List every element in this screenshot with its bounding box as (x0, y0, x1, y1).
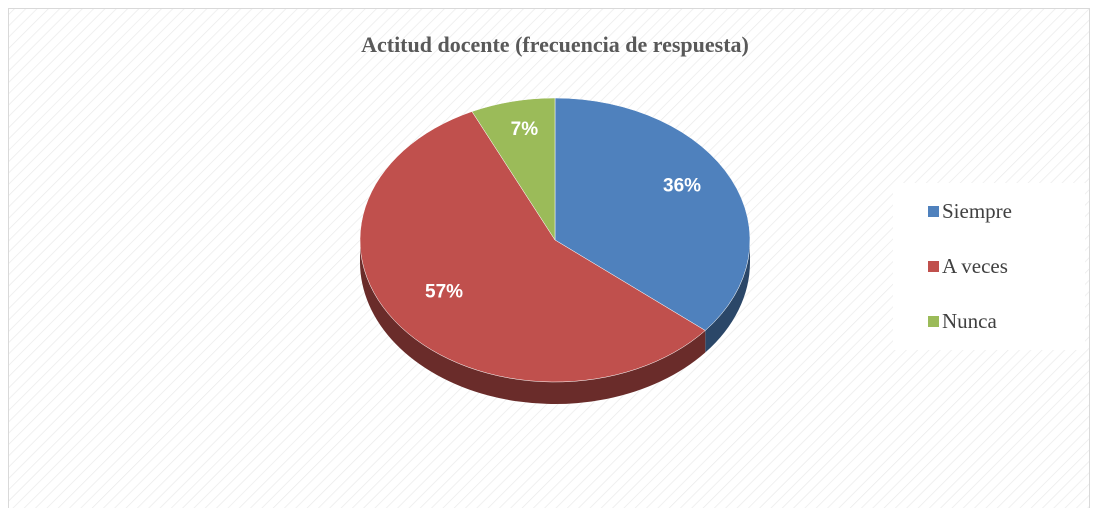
legend-swatch (928, 316, 939, 327)
legend-label: A veces (942, 254, 1008, 278)
data-label: 36% (663, 175, 701, 196)
legend-label: Nunca (942, 309, 997, 333)
data-label: 7% (511, 119, 539, 140)
legend-swatch (928, 206, 939, 217)
chart-title: Actitud docente (frecuencia de respuesta… (361, 32, 749, 57)
legend-swatch (928, 261, 939, 272)
legend (893, 183, 1085, 350)
slice-side (705, 240, 750, 353)
slice (359, 111, 706, 383)
slice-side (360, 240, 706, 404)
slice (471, 97, 556, 241)
slice (554, 97, 751, 331)
legend-label: Siempre (942, 199, 1012, 223)
data-label: 57% (425, 282, 463, 303)
